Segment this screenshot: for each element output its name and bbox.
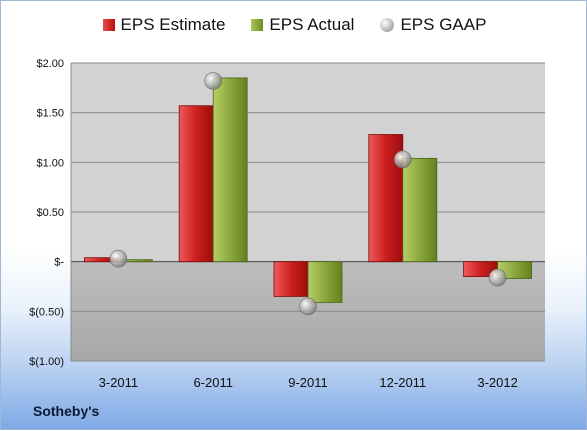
legend-label-eps-gaap: EPS GAAP — [400, 15, 487, 34]
bar-eps-actual — [212, 77, 248, 263]
bar-eps-actual — [307, 261, 343, 303]
x-axis-ticks: 3-2011 6-2011 9-2011 12-2011 3-2012 — [99, 375, 518, 390]
legend-swatch-eps-estimate — [102, 19, 115, 31]
marker-eps-gaap — [299, 297, 317, 316]
legend-item-eps-actual: EPS Actual — [251, 15, 354, 35]
bar-eps-estimate — [178, 105, 214, 263]
marker-eps-gaap — [488, 268, 507, 287]
bar-eps-estimate — [273, 261, 309, 297]
legend-swatch-eps-actual — [251, 19, 264, 31]
legend-label-eps-actual: EPS Actual — [269, 15, 355, 34]
legend-swatch-eps-gaap — [380, 18, 395, 32]
y-tick-label: $1.50 — [36, 108, 64, 120]
bars — [84, 77, 533, 303]
marker-eps-gaap — [393, 150, 412, 169]
x-tick-label: 6-2011 — [193, 375, 233, 390]
legend-item-eps-gaap: EPS GAAP — [380, 15, 486, 35]
x-tick-label: 3-2011 — [99, 375, 139, 390]
x-tick-label: 3-2012 — [477, 375, 517, 390]
y-axis-ticks: $2.00 $1.50 $1.00 $0.50 $- $(0.50) $(1.00) — [29, 58, 64, 368]
chart-legend: EPS Estimate EPS Actual EPS GAAP — [1, 15, 587, 35]
y-tick-label: $(1.00) — [29, 356, 64, 368]
y-tick-label: $(0.50) — [29, 306, 64, 318]
marker-eps-gaap — [204, 72, 222, 90]
y-tick-label: $2.00 — [36, 58, 64, 70]
y-tick-label: $- — [54, 257, 64, 269]
x-tick-label: 9-2011 — [288, 375, 328, 390]
x-tick-label: 12-2011 — [379, 375, 426, 390]
bar-eps-actual — [402, 157, 438, 263]
marker-eps-gaap — [109, 249, 128, 268]
y-tick-label: $0.50 — [36, 207, 64, 219]
legend-label-eps-estimate: EPS Estimate — [120, 15, 226, 34]
legend-item-eps-estimate: EPS Estimate — [102, 15, 226, 35]
company-label: Sotheby's — [33, 403, 100, 419]
y-tick-label: $1.00 — [36, 157, 64, 169]
gaap-markers — [109, 72, 507, 316]
